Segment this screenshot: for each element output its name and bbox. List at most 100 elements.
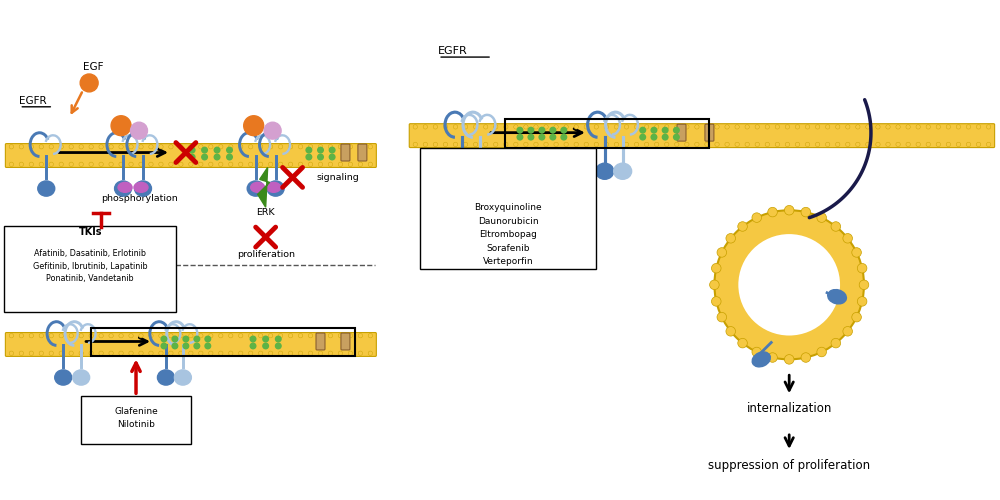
Circle shape [258,162,263,166]
Circle shape [413,142,417,146]
Circle shape [815,142,820,146]
Circle shape [159,144,163,149]
Circle shape [19,351,24,356]
Circle shape [19,144,24,149]
Circle shape [705,142,709,146]
Circle shape [268,351,273,356]
Circle shape [634,124,639,129]
Ellipse shape [596,163,614,180]
Circle shape [202,154,207,160]
Circle shape [348,144,353,149]
Circle shape [258,144,263,149]
Circle shape [584,124,588,129]
Circle shape [19,162,24,166]
Circle shape [278,162,283,166]
Circle shape [199,351,203,356]
Circle shape [219,144,223,149]
Text: internalization: internalization [747,402,832,415]
Circle shape [795,124,800,129]
Circle shape [268,162,273,166]
Circle shape [831,338,841,348]
Circle shape [554,142,558,146]
FancyBboxPatch shape [5,144,376,168]
Circle shape [473,142,478,146]
Circle shape [550,128,556,133]
Circle shape [338,334,343,338]
Circle shape [561,134,567,140]
Circle shape [348,334,353,338]
Circle shape [534,124,538,129]
Circle shape [308,334,313,338]
Circle shape [59,334,63,338]
Circle shape [413,124,417,129]
Circle shape [109,351,113,356]
Circle shape [755,142,759,146]
Circle shape [209,162,213,166]
Circle shape [219,334,223,338]
Ellipse shape [55,370,72,385]
Circle shape [544,142,548,146]
Circle shape [644,142,649,146]
Circle shape [9,144,14,149]
Circle shape [308,144,313,149]
FancyBboxPatch shape [420,148,596,269]
Ellipse shape [134,182,148,192]
Circle shape [318,148,323,153]
Ellipse shape [247,181,264,196]
Circle shape [227,154,232,160]
Circle shape [109,144,113,149]
Text: Broxyquinoline
Daunorubicin
Eltrombopag
Sorafenib
Verteporfin: Broxyquinoline Daunorubicin Eltrombopag … [474,204,542,266]
Circle shape [906,124,910,129]
Circle shape [89,144,93,149]
Circle shape [544,124,548,129]
FancyBboxPatch shape [316,333,325,350]
Circle shape [139,334,143,338]
Text: suppression of proliferation: suppression of proliferation [708,459,870,472]
Circle shape [298,334,303,338]
Circle shape [956,124,961,129]
Circle shape [765,124,770,129]
Circle shape [745,124,749,129]
Circle shape [815,124,820,129]
Circle shape [504,142,508,146]
Circle shape [328,351,333,356]
Circle shape [785,142,790,146]
Circle shape [896,142,900,146]
Ellipse shape [770,296,784,308]
Circle shape [483,142,488,146]
Circle shape [443,142,448,146]
Circle shape [715,142,719,146]
Circle shape [685,124,689,129]
Text: proliferation: proliferation [237,250,295,259]
Text: EGFR: EGFR [39,265,67,275]
Circle shape [169,162,173,166]
Circle shape [318,154,323,160]
Circle shape [514,142,518,146]
Circle shape [738,338,747,348]
Circle shape [494,124,498,129]
Circle shape [785,124,790,129]
Circle shape [80,74,98,92]
Circle shape [227,148,232,153]
Circle shape [936,142,940,146]
Circle shape [189,148,195,153]
Circle shape [149,334,153,338]
Circle shape [852,312,861,322]
Circle shape [856,142,860,146]
Bar [505,118,709,148]
Circle shape [433,142,438,146]
FancyBboxPatch shape [81,396,191,444]
Ellipse shape [135,181,151,196]
Circle shape [805,124,810,129]
Circle shape [129,351,133,356]
Circle shape [249,334,253,338]
Circle shape [640,128,646,133]
Circle shape [695,124,699,129]
Circle shape [159,162,163,166]
Circle shape [866,142,870,146]
Circle shape [69,334,73,338]
Circle shape [765,142,770,146]
Circle shape [229,144,233,149]
Ellipse shape [752,352,770,367]
Circle shape [795,142,800,146]
